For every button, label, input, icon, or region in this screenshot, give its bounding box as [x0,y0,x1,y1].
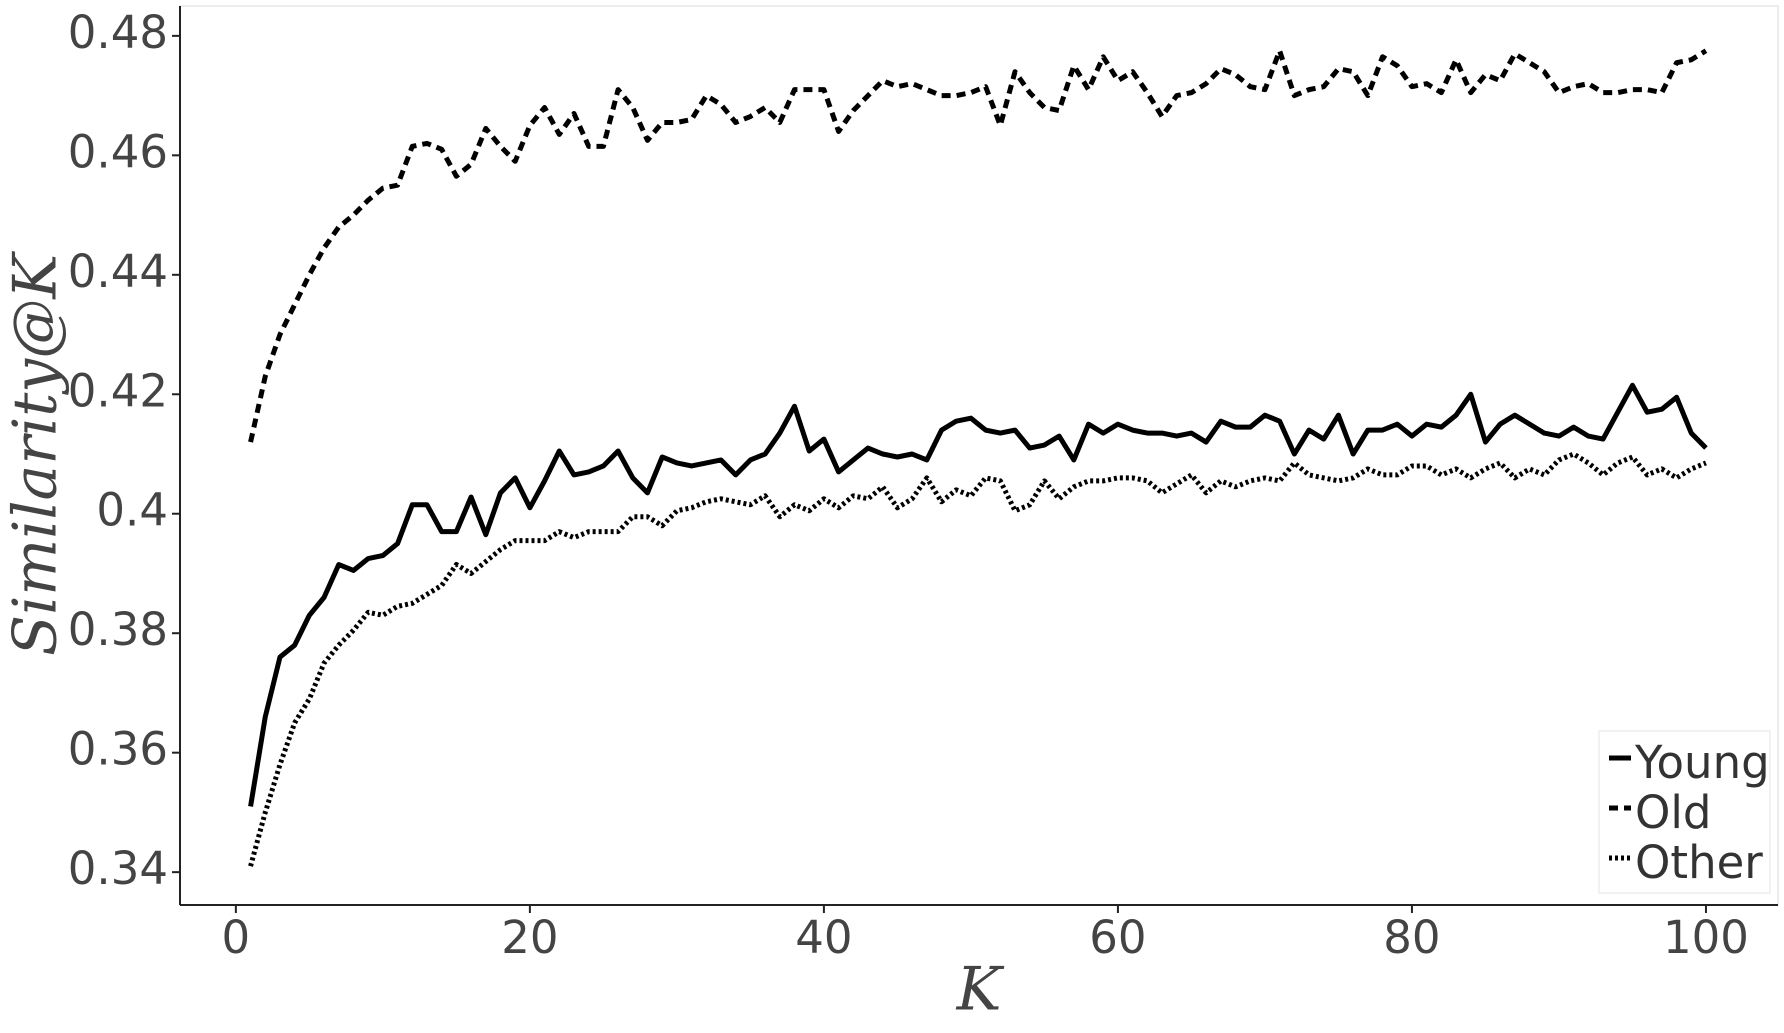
x-tick-label: 60 [1089,911,1146,964]
x-tick-label: 100 [1663,911,1749,964]
x-tick-label: 40 [795,911,852,964]
y-tick-label: 0.36 [68,723,168,776]
y-tick-label: 0.42 [68,364,168,417]
y-tick-label: 0.48 [68,6,168,59]
y-tick-label: 0.44 [68,245,168,298]
y-tick-label: 0.34 [68,842,168,895]
series-line [248,451,1707,867]
y-axis-title: Similarity@K [1,251,71,656]
plot-frame [179,5,1779,906]
y-tick-label: 0.46 [68,125,168,178]
x-tick-label: 80 [1383,911,1440,964]
series-line [248,48,1708,443]
x-axis-title: K [956,955,1005,1025]
legend-label: Young [1634,736,1770,789]
series-line [248,382,1708,807]
y-tick-label: 0.38 [68,603,168,656]
y-tick-label: 0.4 [96,484,168,537]
x-tick-label: 0 [222,911,251,964]
x-tick-label: 20 [501,911,558,964]
legend-label: Other [1635,836,1763,889]
legend-label: Old [1635,786,1712,839]
